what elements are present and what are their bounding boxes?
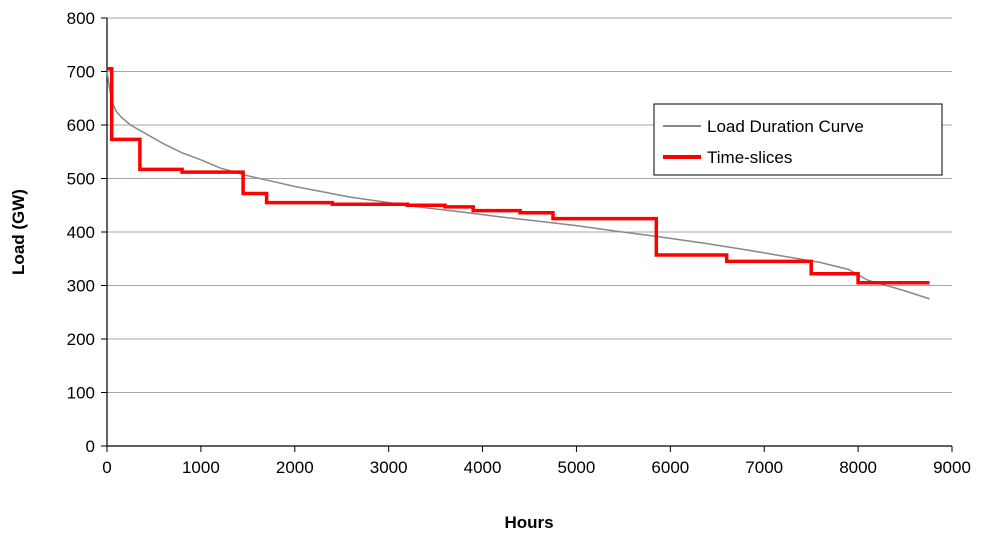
series-line-time-slices xyxy=(107,67,930,285)
x-tick-label-1000: 1000 xyxy=(182,458,220,477)
legend-box xyxy=(653,103,943,176)
x-tick-label-2000: 2000 xyxy=(276,458,314,477)
x-tick-label-9000: 9000 xyxy=(933,458,971,477)
x-tick-label-0: 0 xyxy=(102,458,111,477)
y-tick-label-0: 0 xyxy=(86,437,95,456)
y-tick-label-200: 200 xyxy=(67,330,95,349)
y-tick-label-500: 500 xyxy=(67,170,95,189)
x-tick-label-6000: 6000 xyxy=(651,458,689,477)
y-tick-label-100: 100 xyxy=(67,384,95,403)
y-axis-title: Load (GW) xyxy=(9,189,28,275)
series xyxy=(106,67,930,300)
y-tick-label-800: 800 xyxy=(67,9,95,28)
x-tick-label-3000: 3000 xyxy=(370,458,408,477)
x-axis-title: Hours xyxy=(504,513,553,532)
x-tick-labels: 0 1000 2000 3000 4000 5000 6000 7000 8000 9000 xyxy=(102,458,971,477)
y-tick-label-600: 600 xyxy=(67,116,95,135)
y-tick-label-700: 700 xyxy=(67,63,95,82)
axes xyxy=(101,17,953,452)
legend-label-time-slices: Time-slices xyxy=(707,148,792,167)
x-tick-label-7000: 7000 xyxy=(745,458,783,477)
legend-label-load-duration-curve: Load Duration Curve xyxy=(707,117,864,136)
y-tick-labels: 0 100 200 300 400 500 600 700 800 xyxy=(67,9,95,456)
y-tick-label-300: 300 xyxy=(67,277,95,296)
y-tick-label-400: 400 xyxy=(67,223,95,242)
gridlines xyxy=(107,17,952,393)
x-tick-label-4000: 4000 xyxy=(464,458,502,477)
x-tick-label-5000: 5000 xyxy=(558,458,596,477)
x-tick-label-8000: 8000 xyxy=(839,458,877,477)
legend: Load Duration Curve Time-slices xyxy=(653,103,943,176)
